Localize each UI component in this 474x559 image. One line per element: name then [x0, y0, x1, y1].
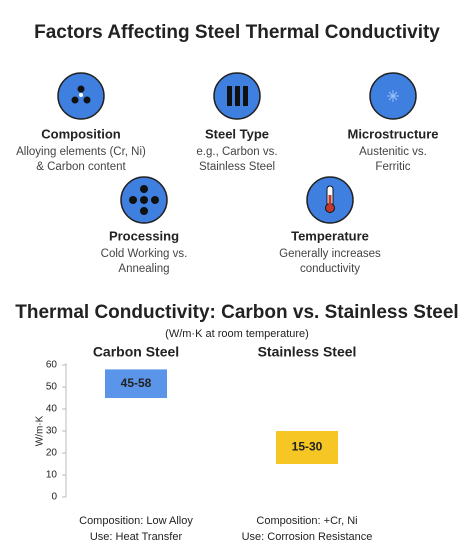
chart-subtitle: (W/m·K at room temperature) — [165, 328, 309, 340]
factor-title: Processing — [109, 228, 179, 243]
icon-processing — [120, 176, 168, 224]
y-tick-label: 30 — [46, 426, 58, 437]
y-tick-label: 0 — [51, 492, 57, 503]
category-note: Composition: +Cr, Ni — [256, 515, 357, 527]
factor-title: Steel Type — [205, 126, 269, 141]
factor-description: Alloying elements (Cr, Ni) — [16, 146, 146, 158]
range-bar — [276, 431, 338, 464]
value-label: 15-30 — [292, 440, 323, 454]
factor-description: Annealing — [118, 263, 169, 275]
value-label: 45-58 — [121, 376, 152, 390]
y-tick-label: 50 — [46, 382, 58, 393]
page-title: Factors Affecting Steel Thermal Conducti… — [34, 22, 440, 43]
factor-description: Stainless Steel — [199, 161, 275, 173]
factor-description: conductivity — [300, 263, 360, 275]
y-tick-label: 40 — [46, 404, 58, 415]
icon-microstructure — [369, 72, 417, 120]
factor-description: Ferritic — [375, 161, 410, 173]
factor-title: Temperature — [291, 228, 369, 243]
icon-temperature — [306, 176, 354, 224]
factor-title: Microstructure — [347, 126, 438, 141]
y-tick-label: 20 — [46, 448, 58, 459]
range-bar — [105, 369, 167, 398]
category-label: Stainless Steel — [258, 344, 357, 360]
factor-description: Generally increases — [279, 248, 381, 260]
y-tick-label: 10 — [46, 470, 58, 481]
category-note: Use: Corrosion Resistance — [242, 531, 373, 543]
category-note: Composition: Low Alloy — [79, 515, 193, 527]
y-axis-label: W/m·K — [35, 415, 46, 446]
category-label: Carbon Steel — [93, 344, 179, 360]
factor-title: Composition — [41, 126, 120, 141]
factor-description: e.g., Carbon vs. — [196, 146, 277, 158]
y-tick-label: 60 — [46, 360, 58, 371]
category-note: Use: Heat Transfer — [90, 531, 183, 543]
icon-steel-type — [213, 72, 261, 120]
factor-description: & Carbon content — [36, 161, 126, 173]
icon-composition — [57, 72, 105, 120]
factor-description: Cold Working vs. — [101, 248, 188, 260]
chart-title: Thermal Conductivity: Carbon vs. Stainle… — [15, 302, 458, 323]
factor-description: Austenitic vs. — [359, 146, 427, 158]
